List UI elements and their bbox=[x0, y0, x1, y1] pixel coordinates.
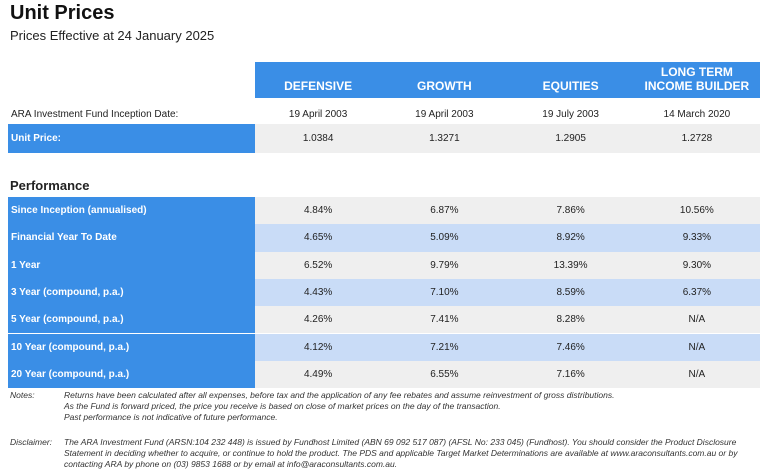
cell: 13.39% bbox=[553, 259, 588, 271]
cell: 4.65% bbox=[303, 232, 333, 244]
cell: 7.21% bbox=[430, 341, 459, 353]
cell: 6.52% bbox=[303, 259, 333, 271]
performance-row: 10 Year (compound, p.a.) 4.12% 7.21% 7.46% N… bbox=[8, 333, 760, 361]
disclaimer-text: The ARA Investment Fund (ARSN:104 232 44… bbox=[64, 437, 738, 469]
cell: 1.2905 bbox=[555, 133, 586, 144]
cell: 4.84% bbox=[303, 205, 333, 217]
cell: 9.33% bbox=[682, 232, 712, 244]
cell: 8.59% bbox=[556, 287, 585, 299]
cell: 1.3271 bbox=[429, 133, 460, 144]
note-line: Returns have been calculated after all e… bbox=[64, 390, 615, 400]
cell: 5.09% bbox=[430, 232, 459, 244]
cell: 19 April 2003 bbox=[415, 108, 474, 120]
cell: 9.79% bbox=[430, 259, 459, 271]
row-label: 5 Year (compound, p.a.) bbox=[8, 306, 255, 334]
cell: 19 April 2003 bbox=[288, 108, 348, 120]
cell: 4.49% bbox=[303, 368, 333, 380]
unit-price-row: Unit Price: 1.0384 1.3271 1.2905 1.2728 bbox=[8, 124, 760, 153]
table-header: DEFENSIVE GROWTH EQUITIES LONG TERM INCO… bbox=[255, 62, 760, 98]
row-label: Financial Year To Date bbox=[8, 224, 255, 252]
cell: 8.28% bbox=[556, 314, 585, 326]
cell: 4.12% bbox=[303, 341, 333, 353]
performance-row: 5 Year (compound, p.a.) 4.26% 7.41% 8.28% N/… bbox=[8, 306, 760, 334]
notes: Notes: Returns have been calculated after… bbox=[10, 390, 754, 470]
performance-row: 20 Year (compound, p.a.) 4.49% 6.55% 7.16% N… bbox=[8, 360, 760, 389]
notes-label: Notes: bbox=[10, 390, 35, 400]
cell: 7.86% bbox=[556, 205, 585, 217]
performance-row: Since Inception (annualised) 4.84% 6.87% 7.… bbox=[8, 197, 760, 225]
cell: 1.2728 bbox=[681, 133, 713, 144]
row-label: 1 Year bbox=[8, 251, 255, 279]
performance-row: 1 Year 6.52% 9.79% 13.39% 9.30% bbox=[8, 251, 760, 279]
row-label: Since Inception (annualised) bbox=[8, 197, 255, 225]
cell: 4.26% bbox=[303, 314, 333, 326]
note-line: As the Fund is forward priced, the price… bbox=[64, 401, 501, 411]
inception-row: ARA Investment Fund Inception Date: 19 A… bbox=[8, 104, 760, 124]
cell: 6.87% bbox=[430, 205, 459, 217]
disclaimer-label: Disclaimer: bbox=[10, 437, 53, 447]
page-title: Unit Prices bbox=[10, 2, 115, 24]
cell: N/A bbox=[688, 368, 706, 380]
performance-row: Financial Year To Date 4.65% 5.09% 8.92% 9.3… bbox=[8, 224, 760, 252]
cell: N/A bbox=[688, 314, 706, 326]
page-subtitle: Prices Effective at 24 January 2025 bbox=[10, 28, 215, 43]
row-label: 3 Year (compound, p.a.) bbox=[8, 278, 255, 307]
cell: 10.56% bbox=[679, 205, 714, 217]
cell: N/A bbox=[688, 341, 706, 353]
note-line: Past performance is not indicative of fu… bbox=[64, 412, 278, 422]
performance-heading: Performance bbox=[10, 178, 90, 193]
performance-row: 3 Year (compound, p.a.) 4.43% 7.10% 8.59% 6.… bbox=[8, 278, 760, 307]
cell: 7.46% bbox=[556, 341, 585, 353]
row-label: Unit Price: bbox=[8, 124, 255, 153]
cell: 6.55% bbox=[430, 368, 459, 380]
cell: 14 March 2020 bbox=[663, 108, 731, 120]
cell: 8.92% bbox=[556, 232, 585, 244]
column-header: GROWTH bbox=[417, 79, 472, 93]
column-header: EQUITIES bbox=[542, 79, 599, 93]
cell: 19 July 2003 bbox=[542, 108, 599, 120]
column-header: LONG TERM INCOME BUILDER bbox=[644, 65, 750, 93]
cell: 7.16% bbox=[556, 368, 585, 380]
row-label: 10 Year (compound, p.a.) bbox=[8, 333, 255, 361]
cell: 9.30% bbox=[682, 259, 712, 271]
cell: 6.37% bbox=[682, 287, 712, 299]
row-label: 20 Year (compound, p.a.) bbox=[8, 360, 255, 389]
column-header: DEFENSIVE bbox=[284, 79, 353, 93]
cell: 7.41% bbox=[430, 314, 459, 326]
cell: 4.43% bbox=[303, 287, 333, 299]
row-label: ARA Investment Fund Inception Date: bbox=[11, 108, 179, 120]
cell: 1.0384 bbox=[302, 133, 334, 144]
cell: 7.10% bbox=[430, 287, 459, 299]
